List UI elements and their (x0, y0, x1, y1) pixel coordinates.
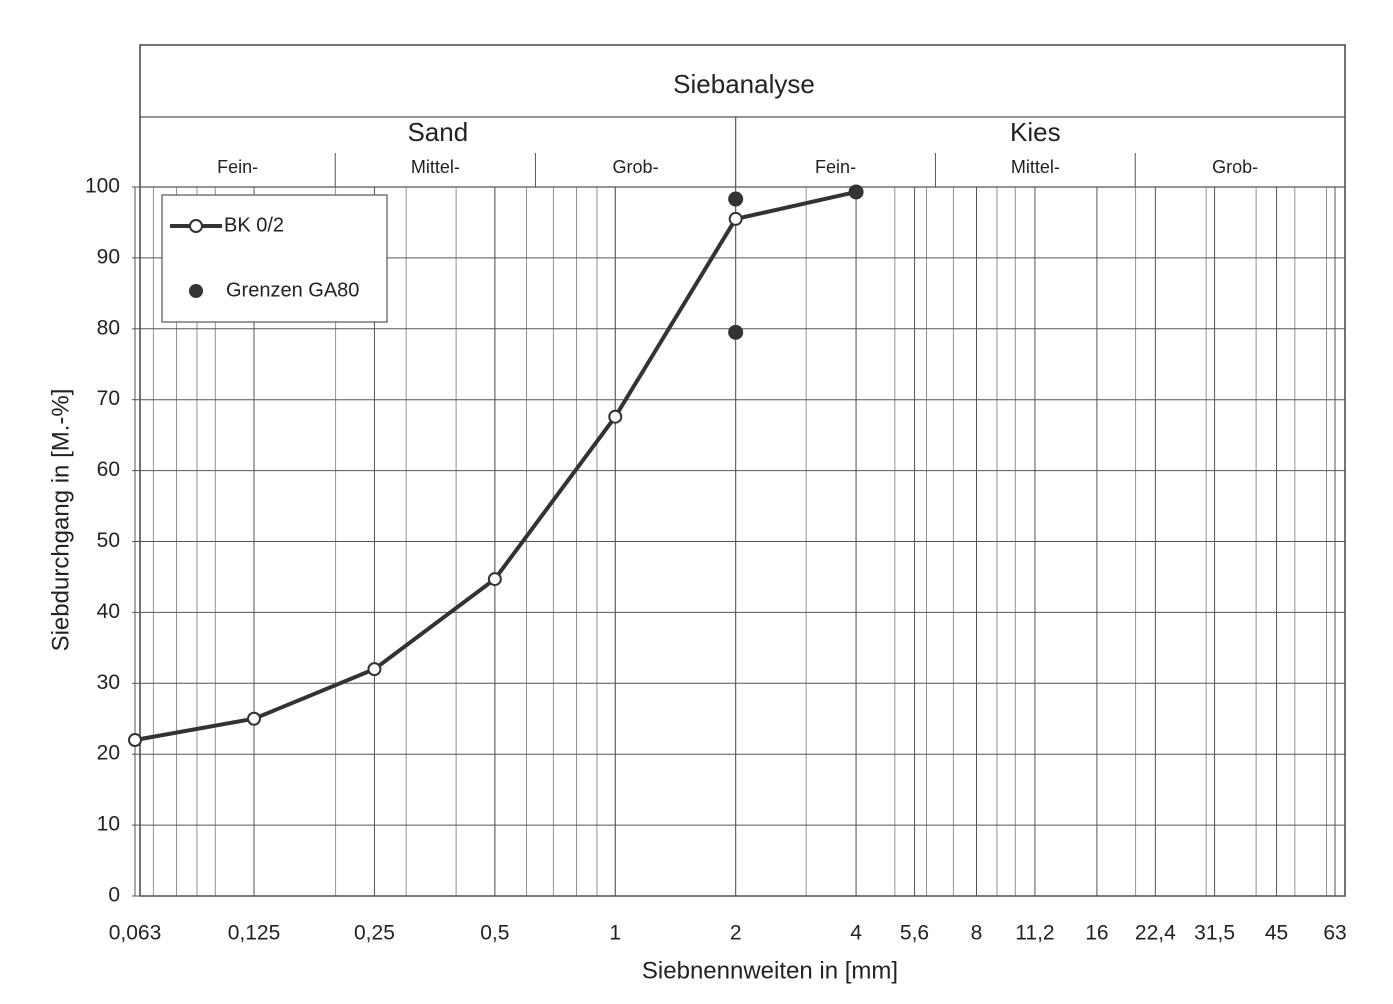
legend-label: Grenzen GA80 (226, 279, 359, 301)
legend-swatch (189, 219, 203, 233)
x-tick-label: 22,4 (1135, 922, 1176, 945)
legend (161, 194, 388, 323)
subgroup-label: Fein- (217, 157, 258, 177)
y-tick-label: 40 (97, 600, 120, 623)
x-tick-label: 0,25 (354, 922, 395, 945)
data-point (728, 211, 743, 226)
y-tick-label: 90 (97, 245, 120, 268)
y-tick-label: 100 (85, 175, 120, 198)
group-label: Sand (407, 117, 468, 147)
y-axis-label: Siebdurchgang in [M.-%] (47, 389, 74, 652)
x-axis-label: Siebnennweiten in [mm] (642, 957, 898, 984)
y-tick-label: 60 (97, 458, 120, 481)
subgroup-label: Fein- (815, 157, 856, 177)
x-tick-label: 45 (1265, 922, 1288, 945)
data-point (487, 572, 502, 587)
legend-label: BK 0/2 (224, 214, 284, 236)
data-point (367, 662, 382, 677)
y-tick-label: 30 (97, 671, 120, 694)
y-tick-label: 50 (97, 529, 120, 552)
legend-swatch (189, 284, 203, 298)
data-point (128, 733, 142, 748)
data-point (728, 191, 744, 207)
x-tick-label: 2 (730, 922, 742, 945)
data-point (848, 184, 864, 200)
x-tick-label: 1 (609, 922, 621, 945)
x-tick-label: 8 (971, 922, 983, 945)
x-tick-label: 0,125 (228, 922, 281, 945)
y-tick-label: 20 (97, 742, 120, 765)
data-point (728, 324, 744, 340)
subgroup-label: Mittel- (1011, 157, 1060, 177)
y-tick-label: 80 (97, 316, 120, 339)
x-tick-label: 0,5 (480, 922, 509, 945)
x-tick-label: 31,5 (1194, 922, 1235, 945)
y-tick-label: 70 (97, 387, 120, 410)
subgroup-label: Mittel- (411, 157, 460, 177)
subgroup-label: Grob- (613, 157, 659, 177)
group-label: Kies (1010, 117, 1061, 147)
x-tick-label: 11,2 (1015, 922, 1054, 945)
x-tick-label: 4 (850, 922, 862, 945)
x-tick-label: 0,063 (109, 922, 162, 945)
y-tick-label: 10 (97, 813, 120, 836)
data-point (247, 711, 262, 726)
x-tick-label: 63 (1323, 922, 1346, 945)
subgroup-label: Grob- (1212, 157, 1258, 177)
y-tick-label: 0 (108, 884, 120, 907)
x-tick-label: 5,6 (900, 922, 929, 945)
x-tick-label: 16 (1085, 922, 1108, 945)
data-point (608, 409, 623, 424)
chart-title: Siebanalyse (673, 69, 815, 99)
